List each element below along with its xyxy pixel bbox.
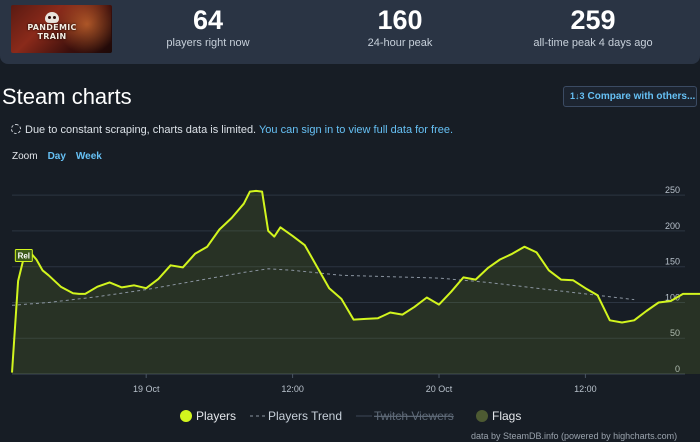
y-tick-label: 200 (665, 221, 680, 231)
notice-text: Due to constant scraping, charts data is… (25, 124, 257, 136)
stat-value: 160 (377, 5, 423, 35)
loading-spinner-icon (11, 124, 21, 134)
chart-credit[interactable]: data by SteamDB.info (powered by highcha… (471, 431, 678, 441)
compare-button[interactable]: 1↓3 Compare with others... (563, 86, 697, 107)
stats-header: PANDEMIC TRAIN 64 players right now 160 … (0, 0, 700, 64)
x-tick-label: 12:00 (281, 384, 304, 394)
y-tick-label: 150 (665, 257, 680, 267)
thumbnail-glow (51, 5, 111, 53)
y-axis: 0 50 100 150 200 250 (665, 185, 680, 374)
game-thumbnail[interactable]: PANDEMIC TRAIN (11, 5, 112, 53)
y-tick-label: 250 (665, 185, 680, 195)
zoom-controls: Zoom Day Week (12, 150, 102, 163)
x-tick-label: 12:00 (574, 384, 597, 394)
stat-value: 64 (192, 5, 224, 35)
zoom-label: Zoom (12, 151, 38, 162)
legend-item[interactable]: Twitch Viewers (374, 409, 454, 423)
legend-item[interactable]: Players (196, 409, 236, 423)
page-title: Steam charts (2, 84, 132, 109)
zoom-week-button[interactable]: Week (75, 151, 102, 162)
stat-all-time-peak: 259 all-time peak 4 days ago (513, 5, 673, 50)
stat-label: players right now (166, 37, 250, 49)
x-axis: 19 Oct 12:00 20 Oct 12:00 (133, 374, 597, 394)
compare-label: Compare with others... (587, 91, 696, 102)
flag-label: Rel (18, 252, 30, 261)
game-logo-text: PANDEMIC TRAIN (27, 23, 77, 41)
zoom-day-button[interactable]: Day (47, 151, 66, 162)
flag-marker[interactable] (14, 249, 33, 263)
legend-symbol (180, 410, 192, 422)
stat-24h-peak: 160 24-hour peak (340, 5, 460, 50)
chart-flags: Rel (14, 249, 33, 263)
skull-icon (45, 12, 59, 23)
stat-players-now: 64 players right now (148, 5, 268, 50)
stat-label: 24-hour peak (367, 37, 433, 49)
players-line[interactable] (11, 189, 700, 373)
y-tick-label: 50 (670, 328, 680, 338)
stat-value: 259 (570, 5, 616, 35)
stat-label: all-time peak 4 days ago (533, 37, 653, 49)
y-tick-label: 0 (675, 364, 680, 374)
legend-item[interactable]: Flags (492, 409, 521, 423)
players-area (12, 190, 700, 374)
x-tick-label: 20 Oct (426, 384, 453, 394)
player-chart[interactable]: 0 50 100 150 200 250 19 Oct 12:00 20 Oct 12:00 R… (0, 170, 700, 432)
chart-legend: Players Players Trend Twitch Viewers Flags (180, 409, 521, 423)
scraping-notice: Due to constant scraping, charts data is… (11, 123, 453, 137)
y-tick-label: 100 (665, 292, 680, 302)
sign-in-link[interactable]: You can sign in to view full data for fr… (258, 124, 454, 136)
players-trend-line (11, 268, 635, 306)
legend-item[interactable]: Players Trend (268, 409, 342, 423)
x-tick-label: 19 Oct (133, 384, 160, 394)
sort-numeric-icon: 1↓3 (570, 91, 585, 101)
legend-symbol (476, 410, 488, 422)
chart-grid (12, 194, 685, 375)
